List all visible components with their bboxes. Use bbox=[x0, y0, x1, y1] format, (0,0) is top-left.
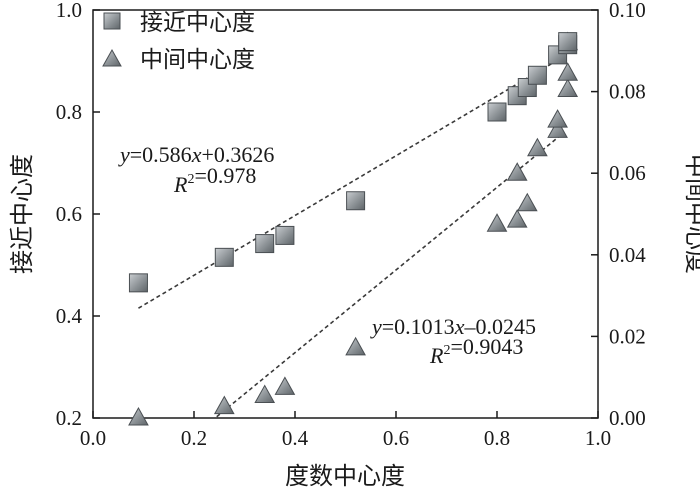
x-tick-label: 0.0 bbox=[80, 426, 106, 450]
triangle-marker bbox=[527, 137, 548, 157]
triangle-marker bbox=[274, 376, 296, 395]
legend-triangle-marker bbox=[102, 48, 122, 67]
square-marker bbox=[275, 225, 295, 245]
trendline-1-equation: y=0.586x+0.3626 bbox=[118, 142, 274, 167]
triangle-marker bbox=[254, 384, 276, 404]
y-left-axis-title: 接近中心度 bbox=[8, 154, 36, 274]
trendline-2-equation: y=0.1013x–0.0245 bbox=[370, 314, 536, 339]
triangle-marker bbox=[557, 78, 579, 98]
y-right-tick-label: 0.10 bbox=[609, 0, 646, 22]
triangle-marker bbox=[557, 62, 579, 81]
triangle-marker bbox=[547, 109, 568, 128]
trendline-2-r2: R2=0.9043 bbox=[429, 334, 523, 368]
y-right-tick-label: 0.00 bbox=[609, 406, 646, 430]
triangle-marker bbox=[547, 119, 568, 138]
x-tick-label: 1.0 bbox=[585, 426, 611, 450]
triangle-marker bbox=[506, 209, 528, 228]
square-marker bbox=[558, 32, 578, 52]
x-tick-label: 0.6 bbox=[383, 426, 409, 450]
legend-label-triangle: 中间中心度 bbox=[140, 47, 255, 73]
square-marker bbox=[527, 65, 547, 85]
triangle-marker bbox=[506, 162, 528, 181]
y-right-tick-label: 0.06 bbox=[609, 161, 646, 185]
x-tick-label: 0.2 bbox=[181, 426, 207, 450]
markers-square bbox=[128, 32, 578, 293]
y-right-tick-label: 0.02 bbox=[609, 324, 646, 348]
trendline-1-r2: R2=0.978 bbox=[173, 163, 256, 197]
square-marker bbox=[346, 191, 366, 211]
legend-square-marker bbox=[103, 12, 121, 30]
y-right-tick-label: 0.04 bbox=[609, 243, 646, 267]
triangle-marker bbox=[128, 406, 149, 426]
x-tick-label: 0.4 bbox=[282, 426, 309, 450]
trendlines bbox=[138, 56, 564, 418]
triangle-marker bbox=[516, 192, 538, 212]
trendline-1 bbox=[138, 56, 564, 309]
y-left-tick-label: 0.4 bbox=[56, 304, 83, 328]
y-left-ticks: 0.2 0.4 0.6 0.8 1.0 bbox=[56, 0, 100, 430]
y-right-tick-label: 0.08 bbox=[609, 80, 646, 104]
y-right-axis-title: 中间中心度 bbox=[682, 154, 700, 274]
triangle-marker bbox=[213, 395, 235, 415]
square-marker bbox=[487, 102, 507, 122]
square-marker bbox=[255, 234, 275, 254]
x-tick-label: 0.8 bbox=[484, 426, 510, 450]
triangle-marker bbox=[486, 213, 508, 232]
square-marker bbox=[214, 247, 234, 267]
square-marker bbox=[128, 273, 148, 293]
triangle-marker bbox=[345, 336, 366, 356]
y-right-ticks: 0.00 0.02 0.04 0.06 0.08 0.10 bbox=[591, 0, 646, 430]
legend: 接近中心度 中间中心度 bbox=[102, 10, 255, 73]
y-left-tick-label: 1.0 bbox=[56, 0, 82, 22]
x-axis-title: 度数中心度 bbox=[285, 462, 405, 490]
y-left-tick-label: 0.8 bbox=[56, 100, 82, 124]
y-left-tick-label: 0.6 bbox=[56, 202, 82, 226]
legend-label-square: 接近中心度 bbox=[140, 10, 255, 36]
trendline-2 bbox=[216, 135, 561, 418]
y-left-tick-label: 0.2 bbox=[56, 406, 82, 430]
x-ticks: 0.0 0.2 0.4 0.6 0.8 1.0 bbox=[80, 411, 611, 450]
